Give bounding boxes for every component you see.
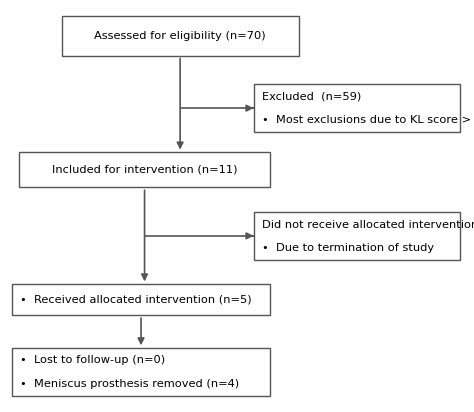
FancyBboxPatch shape: [254, 84, 460, 132]
Text: Assessed for eligibility (n=70): Assessed for eligibility (n=70): [94, 31, 266, 41]
Text: Included for intervention (n=11): Included for intervention (n=11): [52, 165, 237, 175]
Text: •  Received allocated intervention (n=5): • Received allocated intervention (n=5): [20, 295, 252, 305]
Text: Did not receive allocated intervention (n=6): Did not receive allocated intervention (…: [262, 219, 474, 229]
FancyBboxPatch shape: [62, 16, 299, 56]
Text: •  Most exclusions due to KL score > 3: • Most exclusions due to KL score > 3: [262, 115, 474, 125]
FancyBboxPatch shape: [19, 152, 270, 187]
Text: •  Meniscus prosthesis removed (n=4): • Meniscus prosthesis removed (n=4): [20, 379, 239, 389]
FancyBboxPatch shape: [254, 212, 460, 260]
Text: Excluded  (n=59): Excluded (n=59): [262, 91, 361, 101]
Text: •  Due to termination of study: • Due to termination of study: [262, 243, 434, 253]
FancyBboxPatch shape: [12, 284, 270, 315]
Text: •  Lost to follow-up (n=0): • Lost to follow-up (n=0): [20, 355, 165, 365]
FancyBboxPatch shape: [12, 348, 270, 396]
